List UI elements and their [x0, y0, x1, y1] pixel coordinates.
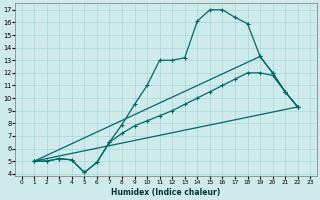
X-axis label: Humidex (Indice chaleur): Humidex (Indice chaleur) — [111, 188, 220, 197]
